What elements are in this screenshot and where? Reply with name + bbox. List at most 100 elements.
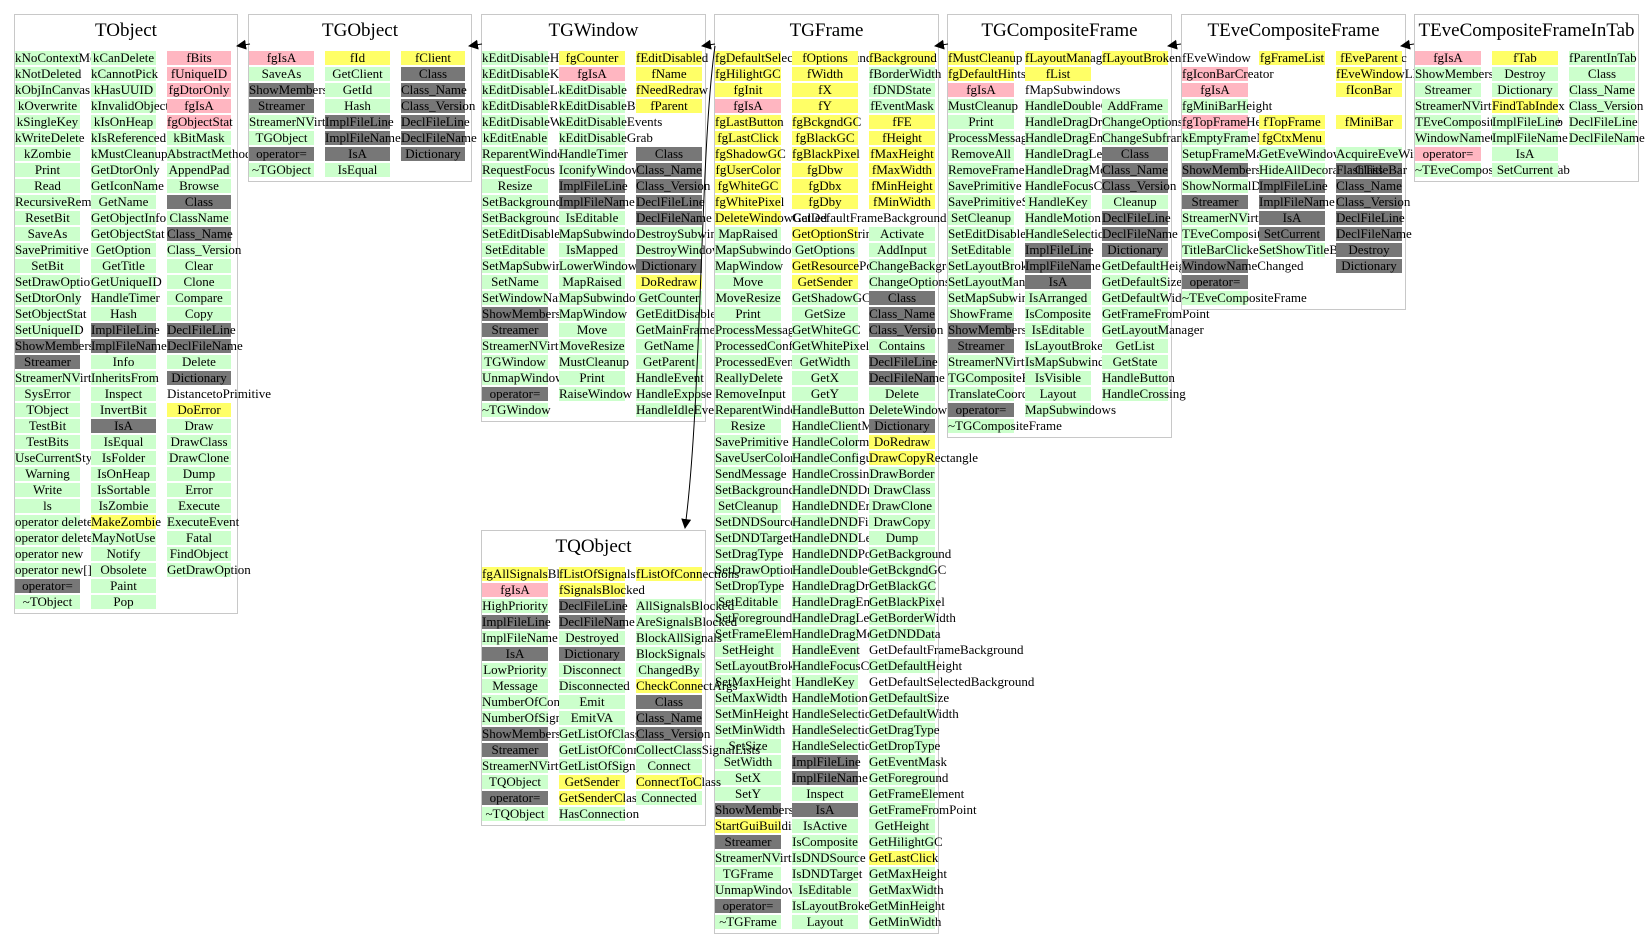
member-cell: kEditDisableLayout [482, 82, 587, 97]
member-cell: NumberOfSignals [482, 710, 577, 725]
member-cell: GetListOfSignals [559, 758, 650, 773]
member-cell: kOverwrite [15, 99, 80, 113]
member-cell: operator= [1415, 147, 1481, 161]
member-cell: Move [715, 275, 781, 289]
member-cell: Class_Version [636, 726, 711, 741]
member-cell: Resize [482, 179, 548, 193]
member-cell: fParentInTab [1569, 50, 1637, 65]
member-cell: fgIsA [482, 583, 548, 597]
member-cell: kCannotPick [91, 66, 159, 81]
member-cell: ShowMembers [15, 338, 94, 353]
member-cell: Message [482, 679, 548, 693]
member-cell: TGObject [249, 131, 314, 145]
member-cell: fgIsA [559, 67, 625, 81]
member-cell: SetDragType [715, 546, 784, 561]
member-cell: SavePrimitive [715, 434, 789, 449]
member-cell: UnmapWindow [482, 370, 565, 385]
member-cell: fOptions [792, 51, 858, 65]
member-cell: SendMessage [715, 466, 787, 481]
member-cell: HandleDragLeave [792, 610, 888, 625]
member-cell: fgWhiteGC [715, 179, 781, 193]
member-cell: SetEditDisabled [948, 226, 1033, 241]
member-cell: AddInput [869, 243, 935, 257]
member-cell: Class [636, 147, 702, 161]
member-cell: fgObjectStat [167, 114, 233, 129]
member-cell: DeclFileLine [1569, 114, 1638, 129]
member-cell: fgDefaultSelectedBackground [715, 51, 872, 65]
member-cell: Copy [167, 307, 231, 321]
member-cell: GetId [325, 83, 390, 97]
member-cell: GetList [1102, 339, 1168, 353]
member-cell: DeclFileName [869, 370, 945, 385]
member-cell: ImplFileName [482, 630, 558, 645]
member-cell: fgDbx [792, 179, 858, 193]
member-cell: UnmapWindow [715, 882, 798, 897]
member-cell: IsA [792, 803, 858, 817]
member-cell: BlockAllSignals [636, 630, 722, 645]
member-cell: DrawCopyRectangle [869, 450, 979, 465]
member-cell: Class [401, 67, 465, 81]
member-cell: HandleDragDrop [792, 578, 883, 593]
member-cell: Streamer [948, 339, 1014, 353]
member-cell: AbstractMethod [167, 146, 252, 161]
member-cell: ImplFileName [91, 338, 167, 353]
member-cell: SetCurrent [1492, 163, 1558, 177]
member-cell: ChangeOptions [869, 274, 950, 289]
member-cell: Class_Name [1569, 82, 1635, 97]
member-cell: FindTabIndex [1492, 98, 1565, 113]
member-cell: ~TEveCompositeFrameInTab [1415, 163, 1570, 177]
member-cell: fBits [167, 51, 231, 65]
member-cell: SetMaxWidth [715, 690, 788, 705]
member-cell: SetCurrent [1259, 227, 1325, 241]
member-cell: Move [559, 323, 625, 337]
member-cell: HandleTimer [91, 290, 160, 305]
member-cell: IsMapped [559, 243, 625, 257]
member-cell: TGWindow [482, 355, 548, 369]
member-cell: IsA [1259, 211, 1325, 225]
member-cell: IsMapSubwindows [1025, 354, 1126, 369]
member-cell: Disconnect [559, 663, 625, 677]
member-cell: SetName [482, 275, 548, 289]
member-cell: GetTitle [91, 259, 156, 273]
member-cell: fHeight [869, 131, 935, 145]
member-cell: ChangedBy [636, 663, 702, 677]
member-cell: fLayoutBroken [1102, 50, 1182, 65]
member-cell: GetLastClick [869, 850, 939, 865]
member-cell: SetY [715, 787, 781, 801]
member-cell: Class_Version [401, 98, 476, 113]
member-cell: GetHilightGC [869, 834, 943, 849]
member-cell: kEditEnable [482, 130, 548, 145]
member-cell: IconifyWindow [559, 162, 641, 177]
member-cell: fEveWindow [1182, 50, 1251, 65]
member-cell: operator delete [15, 514, 93, 529]
member-cell: SetWidth [715, 755, 781, 769]
member-cell: GetDefaultSize [1102, 274, 1183, 289]
member-cell: SetDNDTarget [715, 530, 793, 545]
member-cell: GetUniqueID [91, 274, 162, 289]
member-cell: GetObjectStat [91, 226, 165, 241]
member-cell: HandleClientMessage [792, 418, 907, 433]
member-cell: GetIconName [91, 178, 164, 193]
member-cell: SetObjectStat [15, 306, 87, 321]
member-cell: GetParent [636, 355, 702, 369]
member-cell: fgIconBarCreator [1182, 66, 1274, 81]
member-cell: ProcessMessage [948, 130, 1034, 145]
member-cell: StreamerNVirtual [482, 338, 575, 353]
member-cell: SetSize [715, 739, 781, 753]
member-cell: SavePrimitiveSubframes [948, 194, 1078, 209]
member-cell: HandleEvent [636, 370, 704, 385]
member-cell: Clone [167, 275, 231, 289]
member-cell: operator= [249, 147, 314, 161]
member-cell: fMinHeight [869, 179, 935, 193]
member-cell: GetFrameElement [869, 786, 965, 801]
member-cell: DestroySubwindows [636, 226, 745, 241]
member-cell: ClassName [167, 211, 231, 225]
member-cell: SaveUserColor [715, 450, 795, 465]
member-cell: DeclFileLine [869, 354, 938, 369]
member-cell: ~TGObject [249, 163, 314, 177]
member-cell: fgBlackPixel [792, 146, 860, 161]
member-cell: TranslateCoordinates [948, 386, 1059, 401]
member-cell: HandleSelectionRequest [792, 738, 920, 753]
member-cell: StreamerNVirtual [715, 850, 808, 865]
member-cell: GetDragType [869, 722, 940, 737]
